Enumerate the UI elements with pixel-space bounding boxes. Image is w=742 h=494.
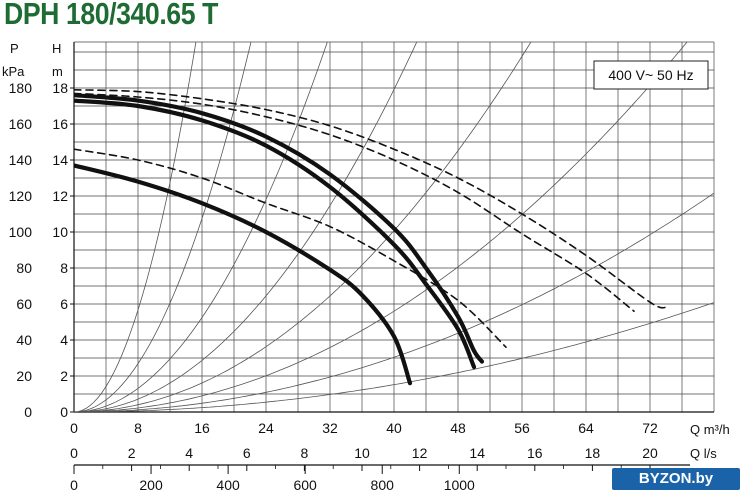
system-curve <box>74 42 252 412</box>
pump-curve-1 <box>74 93 485 364</box>
x-tertiary-tick-label: 400 <box>216 477 240 493</box>
x-primary-tick-label: 8 <box>134 420 142 436</box>
system-curve <box>74 42 688 412</box>
x-secondary-tick-label: 8 <box>301 445 309 461</box>
system-curve <box>74 42 197 412</box>
series-layer <box>74 89 667 386</box>
x-secondary-tick-label: 16 <box>527 445 543 461</box>
y-right-tick-label: 0 <box>60 404 68 420</box>
x-secondary-tick-label: 6 <box>243 445 251 461</box>
x-tertiary-tick-label: 1000 <box>444 477 475 493</box>
pump-curve-3 <box>74 163 413 386</box>
x-tertiary-tick-label: 200 <box>139 477 163 493</box>
x-primary-tick-label: 40 <box>386 420 402 436</box>
y-right-tick-label: 10 <box>52 224 68 240</box>
y-right-tick-label: 14 <box>52 152 68 168</box>
x-tertiary-tick-label: 800 <box>371 477 395 493</box>
y-right-tick-label: 2 <box>60 368 68 384</box>
x-secondary-tick-label: 18 <box>585 445 601 461</box>
x-primary-label: Q m³/h <box>690 422 730 437</box>
x-primary-tick-label: 48 <box>450 420 466 436</box>
y-left-tick-label: 120 <box>9 188 33 204</box>
x-primary-tick-label: 56 <box>514 420 530 436</box>
x-secondary-tick-label: 4 <box>185 445 193 461</box>
x-primary-tick-label: 24 <box>258 420 274 436</box>
x-secondary-tick-label: 14 <box>469 445 485 461</box>
y-right-tick-label: 12 <box>52 188 68 204</box>
x-primary-tick-label: 64 <box>578 420 594 436</box>
x-tertiary-tick-label: 600 <box>293 477 317 493</box>
watermark-badge: BYZON.by <box>612 468 740 490</box>
x-secondary-tick-label: 0 <box>70 445 78 461</box>
x-primary-tick-label: 72 <box>642 420 658 436</box>
chart-title: DPH 180/340.65 T <box>4 0 218 31</box>
y-right-tick-label: 4 <box>60 332 68 348</box>
dashed-curve-4 <box>74 89 667 309</box>
y-left-tick-label: 40 <box>16 332 32 348</box>
annotation-text: 400 V~ 50 Hz <box>608 67 693 83</box>
y-left-tick-label: 20 <box>16 368 32 384</box>
y-left-label-top: P <box>10 41 19 56</box>
system-curves <box>74 42 714 412</box>
dashed-curve-5 <box>74 92 635 312</box>
annotation-box <box>593 60 709 90</box>
x-tertiary-tick-label: 0 <box>70 477 78 493</box>
system-curve <box>74 192 714 412</box>
y-right-tick-label: 16 <box>52 116 68 132</box>
system-curve <box>74 42 328 412</box>
y-right-tick-label: 6 <box>60 296 68 312</box>
x-secondary-tick-label: 10 <box>354 445 370 461</box>
y-left-tick-label: 60 <box>16 296 32 312</box>
y-left-tick-label: 160 <box>9 116 33 132</box>
x-secondary-tick-label: 12 <box>412 445 428 461</box>
x-primary-tick-label: 32 <box>322 420 338 436</box>
grid <box>73 41 715 413</box>
pump-curve-2 <box>74 98 477 370</box>
x-secondary-tick-label: 2 <box>128 445 136 461</box>
dashed-curve-6 <box>74 148 507 348</box>
y-left-tick-label: 100 <box>9 224 33 240</box>
y-left-tick-label: 80 <box>16 260 32 276</box>
y-right-tick-label: 8 <box>60 260 68 276</box>
x-secondary-label: Q l/s <box>690 446 717 461</box>
y-right-label-bottom: m <box>52 64 63 79</box>
x-primary-tick-label: 0 <box>70 420 78 436</box>
system-curve <box>74 42 418 412</box>
x-primary-tick-label: 16 <box>194 420 210 436</box>
system-curve <box>74 302 714 412</box>
y-left-tick-label: 0 <box>24 404 32 420</box>
y-left-tick-label: 180 <box>9 80 33 96</box>
y-left-label-bottom: kPa <box>2 64 25 79</box>
x-secondary-tick-label: 20 <box>642 445 658 461</box>
y-left-tick-label: 140 <box>9 152 33 168</box>
y-right-tick-label: 18 <box>52 80 68 96</box>
y-right-label-top: H <box>52 41 61 56</box>
